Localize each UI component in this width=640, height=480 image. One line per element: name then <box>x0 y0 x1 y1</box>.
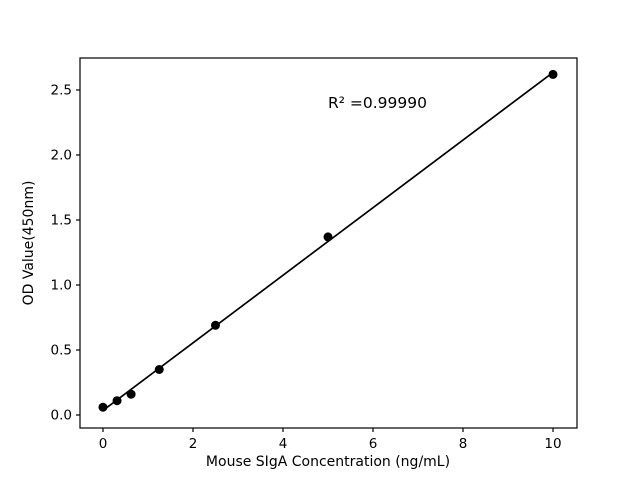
data-point <box>126 389 136 399</box>
y-axis-label: OD Value(450nm) <box>21 181 37 306</box>
x-tick-label: 10 <box>544 436 561 452</box>
series-layer <box>98 69 558 412</box>
plot-area-spines <box>79 57 578 429</box>
data-point <box>548 69 558 79</box>
y-tick-label: 1.5 <box>51 212 72 228</box>
data-point <box>211 320 221 330</box>
y-tick-label: 0.5 <box>51 342 72 358</box>
y-axis-ticks: 0.0 0.5 1.0 1.5 2.0 2.5 <box>51 82 80 423</box>
x-tick-label: 2 <box>189 436 198 452</box>
x-axis-label: Mouse SIgA Concentration (ng/mL) <box>206 454 450 470</box>
y-tick-label: 0.0 <box>51 407 72 423</box>
x-tick-label: 8 <box>459 436 468 452</box>
x-tick-label: 6 <box>369 436 378 452</box>
x-tick-label: 0 <box>99 436 108 452</box>
data-point <box>154 364 164 374</box>
x-tick-label: 4 <box>279 436 288 452</box>
data-point <box>323 232 333 242</box>
y-tick-label: 2.5 <box>51 82 72 98</box>
data-point <box>98 402 108 412</box>
y-tick-label: 2.0 <box>51 147 72 163</box>
y-tick-label: 1.0 <box>51 277 72 293</box>
data-point <box>112 396 122 406</box>
r-squared-annotation: R² =0.99990 <box>328 94 427 112</box>
fit-line <box>102 71 554 412</box>
x-axis-ticks: 0 2 4 6 8 10 <box>99 428 562 452</box>
